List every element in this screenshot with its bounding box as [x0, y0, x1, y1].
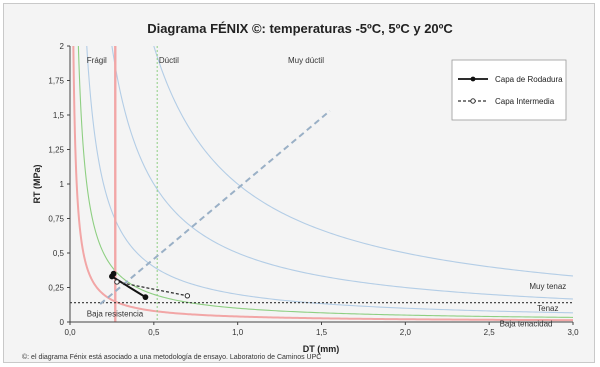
boundary-curve-blue-4 — [153, 46, 573, 277]
legend-box — [451, 59, 567, 121]
boundary-curve-blue-3 — [111, 46, 573, 300]
y-tick-label: 0,75 — [48, 215, 64, 224]
x-tick-label: 0,0 — [64, 328, 76, 337]
legend-rodadura-marker — [470, 76, 476, 82]
footnote: ©: el diagrama Fénix está asociado a una… — [22, 353, 321, 361]
region-labels: Frágil Dúctil Muy dúctil Muy tenaz Tenaz Baja… — [87, 56, 567, 329]
series-point-0 — [109, 273, 115, 280]
y-tick-label: 1,75 — [48, 77, 64, 86]
region-label: Tenaz — [537, 304, 558, 313]
region-label: Muy dúctil — [288, 56, 324, 65]
region-label: Muy tenaz — [529, 282, 566, 291]
legend-intermedia-marker — [470, 98, 476, 104]
legend: Capa de Rodadura Capa Intermedia — [451, 59, 567, 121]
legend-intermedia-label: Capa Intermedia — [495, 97, 555, 106]
legend-rodadura-label: Capa de Rodadura — [495, 75, 563, 84]
x-axis-label: DT (mm) — [303, 344, 340, 354]
boundary-curve-red-0 — [72, 46, 573, 322]
series-line-0 — [110, 273, 146, 299]
y-axis-label: RT (MPa) — [32, 165, 42, 204]
region-label: Baja tenacidad — [500, 319, 553, 328]
boundary-curve-green-1 — [77, 46, 573, 318]
region-label: Dúctil — [159, 56, 179, 65]
x-tick-label: 2,5 — [484, 328, 496, 337]
series-point-0 — [142, 294, 149, 301]
series-line-1 — [116, 281, 188, 297]
y-tick-label: 1 — [60, 180, 65, 189]
y-tick-label: 0 — [60, 318, 65, 327]
y-tick-label: 1,25 — [48, 146, 64, 155]
region-label: Frágil — [87, 56, 107, 65]
x-tick-label: 2,0 — [400, 328, 412, 337]
x-tick-label: 0,5 — [148, 328, 160, 337]
boundary-curve-blue-2 — [86, 46, 573, 314]
y-tick-label: 0,5 — [53, 249, 65, 258]
series-point-1 — [184, 293, 191, 299]
y-tick-label: 2 — [60, 42, 65, 51]
x-tick-label: 1,5 — [316, 328, 328, 337]
tick-labels: 0,0 0,5 1,0 1,5 2,0 2,5 3,0 0 0,25 0,5 0,75 1 1,25 1,… — [48, 42, 579, 337]
x-tick-label: 1,0 — [232, 328, 244, 337]
diagonal-dashed-line — [99, 110, 331, 305]
data-series — [109, 270, 191, 301]
boundary-curves — [72, 46, 573, 322]
x-tick-label: 3,0 — [567, 328, 579, 337]
y-tick-label: 0,25 — [48, 284, 64, 293]
y-tick-label: 1,5 — [53, 111, 65, 120]
series-point-1 — [114, 279, 120, 285]
chart-title: Diagrama FÉNIX ©: temperaturas -5ºC, 5ºC… — [147, 21, 453, 36]
region-label: Baja resistencia — [87, 310, 144, 319]
